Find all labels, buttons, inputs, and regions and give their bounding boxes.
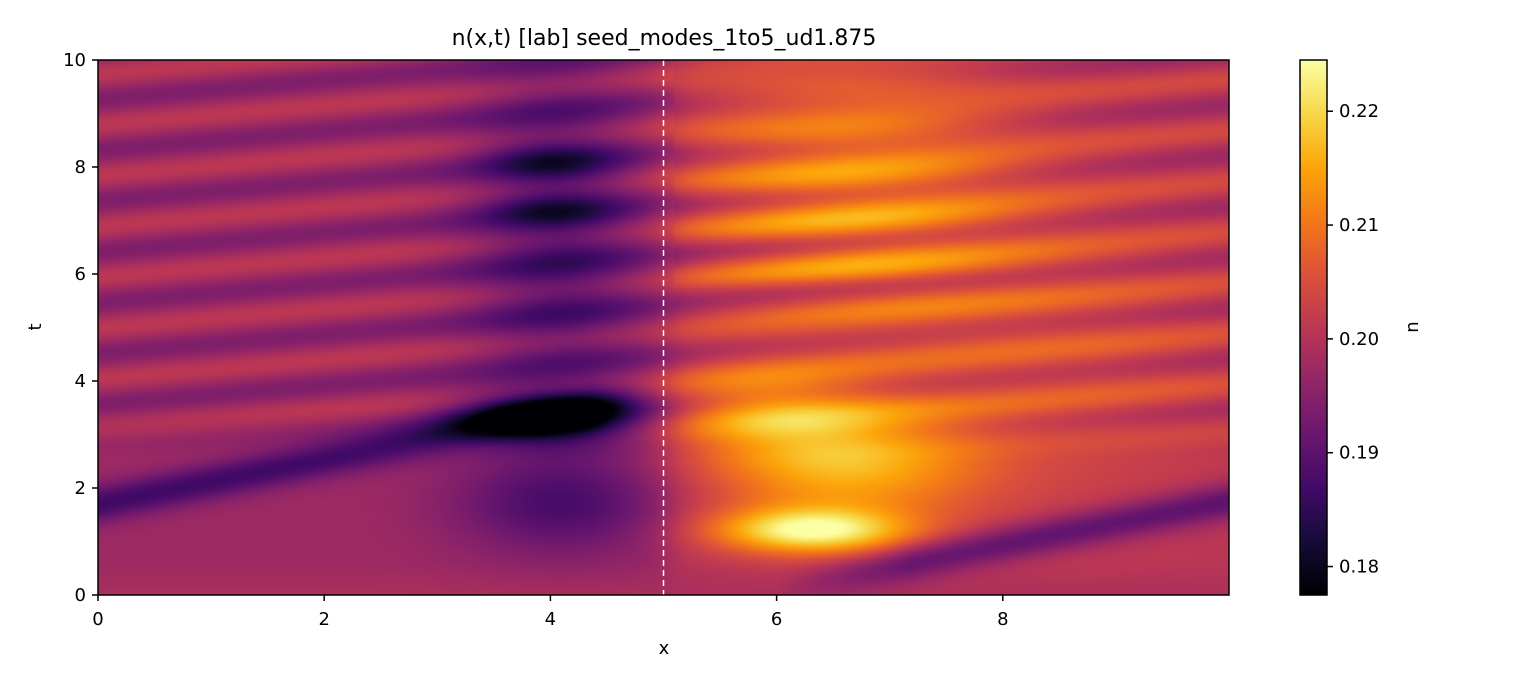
x-tick-label: 2 <box>318 609 329 630</box>
colorbar-tick-label: 0.20 <box>1339 329 1379 350</box>
x-tick-label: 0 <box>92 609 103 630</box>
colorbar-tick-label: 0.19 <box>1339 443 1379 464</box>
x-tick-label: 6 <box>771 609 782 630</box>
plot-frame <box>97 59 1230 596</box>
y-tick-label: 8 <box>75 157 86 178</box>
x-axis-label: x <box>659 638 670 659</box>
x-axis: 0 2 4 6 8 <box>92 595 1009 630</box>
y-tick-label: 10 <box>63 50 86 71</box>
colorbar-tick-label: 0.22 <box>1339 101 1379 122</box>
y-axis-label: t <box>25 323 46 330</box>
y-tick-label: 2 <box>75 478 86 499</box>
colorbar-axis: 0.18 0.19 0.20 0.21 0.22 <box>1327 101 1379 578</box>
colorbar-frame <box>1299 59 1328 596</box>
x-tick-label: 4 <box>545 609 556 630</box>
y-tick-label: 6 <box>75 264 86 285</box>
colorbar-tick-label: 0.21 <box>1339 215 1379 236</box>
y-tick-label: 4 <box>75 371 86 392</box>
y-axis: 0 2 4 6 8 10 <box>63 50 98 606</box>
colorbar-gradient <box>1300 60 1327 595</box>
x-tick-label: 8 <box>997 609 1008 630</box>
colorbar-label: n <box>1402 321 1423 332</box>
chart-title: n(x,t) [lab] seed_modes_1to5_ud1.875 <box>452 26 877 51</box>
colorbar-tick-label: 0.18 <box>1339 557 1379 578</box>
y-tick-label: 0 <box>75 585 86 606</box>
